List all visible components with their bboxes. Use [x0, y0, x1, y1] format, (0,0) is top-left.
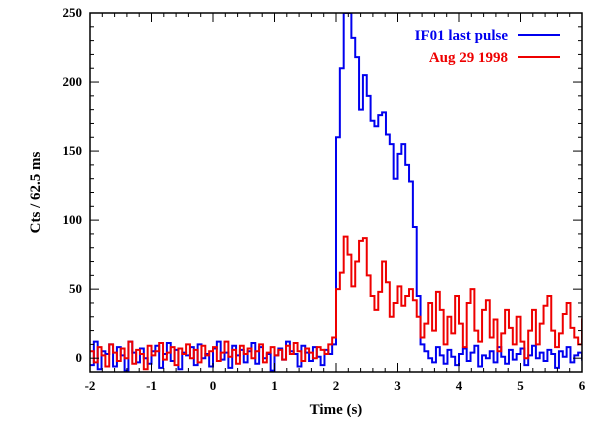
x-axis-title: Time (s): [310, 402, 363, 418]
x-tick-label: 0: [210, 378, 217, 393]
x-tick-label: 6: [579, 378, 586, 393]
y-axis-title: Cts / 62.5 ms: [28, 152, 44, 234]
x-tick-label: 5: [517, 378, 524, 393]
y-tick-label: 0: [76, 350, 83, 365]
x-tick-label: 3: [394, 378, 401, 393]
x-tick-label: -2: [85, 378, 96, 393]
legend-label-aug29: Aug 29 1998: [429, 50, 508, 66]
y-tick-label: 50: [69, 281, 82, 296]
x-tick-label: 1: [271, 378, 278, 393]
legend-label-if01: IF01 last pulse: [415, 28, 509, 44]
y-tick-label: 200: [63, 74, 83, 89]
y-tick-label: 250: [63, 5, 83, 20]
x-tick-label: 2: [333, 378, 340, 393]
x-tick-label: 4: [456, 378, 463, 393]
y-tick-label: 100: [63, 212, 83, 227]
x-tick-label: -1: [146, 378, 157, 393]
y-tick-label: 150: [63, 143, 83, 158]
